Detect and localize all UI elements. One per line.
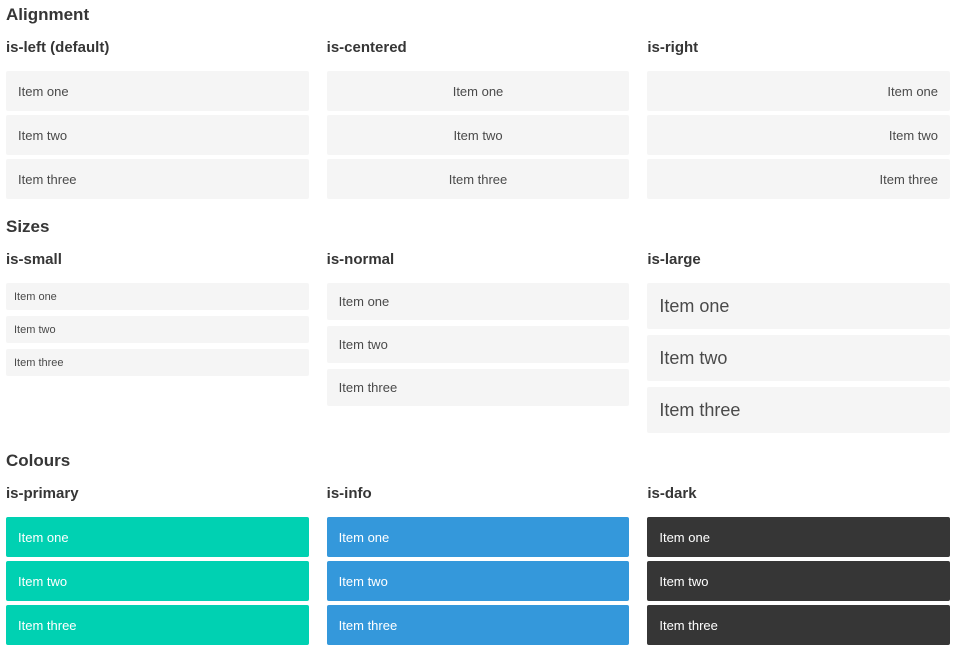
columns-row: is-small Item one Item two Item three is… [6, 251, 951, 433]
column-is-primary: is-primary Item one Item two Item three [6, 485, 309, 645]
section-title: Sizes [6, 217, 50, 236]
list-item[interactable]: Item three [647, 605, 951, 645]
column-label: is-dark [647, 485, 697, 502]
list-item[interactable]: Item three [6, 605, 309, 645]
list-item[interactable]: Item one [326, 283, 630, 320]
column-label: is-info [326, 485, 372, 502]
list-item[interactable]: Item two [6, 316, 309, 343]
column-is-info: is-info Item one Item two Item three [326, 485, 630, 645]
list-item[interactable]: Item one [326, 71, 630, 111]
columns-row: is-primary Item one Item two Item three … [6, 485, 951, 645]
item-list: Item one Item two Item three [6, 71, 309, 199]
item-list: Item one Item two Item three [647, 283, 951, 433]
section-colours: Colours is-primary Item one Item two Ite… [6, 451, 951, 645]
column-is-right: is-right Item one Item two Item three [647, 39, 951, 199]
list-item[interactable]: Item three [647, 159, 951, 199]
list-item[interactable]: Item two [647, 561, 951, 601]
list-item[interactable]: Item three [6, 159, 309, 199]
list-item[interactable]: Item two [326, 561, 630, 601]
list-item[interactable]: Item three [326, 605, 630, 645]
section-title: Alignment [6, 5, 90, 24]
list-item[interactable]: Item one [647, 283, 951, 329]
section-alignment: Alignment is-left (default) Item one Ite… [6, 5, 951, 199]
column-is-dark: is-dark Item one Item two Item three [647, 485, 951, 645]
column-label: is-right [647, 39, 699, 56]
list-item[interactable]: Item two [647, 335, 951, 381]
list-item[interactable]: Item one [6, 71, 309, 111]
item-list: Item one Item two Item three [326, 517, 630, 645]
item-list: Item one Item two Item three [326, 71, 630, 199]
column-label: is-normal [326, 251, 395, 268]
item-list: Item one Item two Item three [6, 517, 309, 645]
column-label: is-centered [326, 39, 407, 56]
column-label: is-large [647, 251, 701, 268]
list-item[interactable]: Item one [647, 517, 951, 557]
list-item[interactable]: Item three [326, 159, 630, 199]
item-list: Item one Item two Item three [6, 283, 309, 376]
section-sizes: Sizes is-small Item one Item two Item th… [6, 217, 951, 433]
list-item[interactable]: Item one [326, 517, 630, 557]
list-item[interactable]: Item two [326, 326, 630, 363]
item-list: Item one Item two Item three [647, 517, 951, 645]
column-label: is-primary [6, 485, 79, 502]
list-item[interactable]: Item one [6, 283, 309, 310]
column-is-centered: is-centered Item one Item two Item three [326, 39, 630, 199]
item-list: Item one Item two Item three [326, 283, 630, 406]
list-item[interactable]: Item three [647, 387, 951, 433]
column-is-normal: is-normal Item one Item two Item three [326, 251, 630, 433]
columns-row: is-left (default) Item one Item two Item… [6, 39, 951, 199]
list-item[interactable]: Item three [6, 349, 309, 376]
list-item[interactable]: Item two [326, 115, 630, 155]
list-item[interactable]: Item two [6, 115, 309, 155]
list-item[interactable]: Item one [647, 71, 951, 111]
column-is-small: is-small Item one Item two Item three [6, 251, 309, 433]
section-title: Colours [6, 451, 71, 470]
list-item[interactable]: Item two [647, 115, 951, 155]
column-is-large: is-large Item one Item two Item three [647, 251, 951, 433]
list-item[interactable]: Item two [6, 561, 309, 601]
item-list: Item one Item two Item three [647, 71, 951, 199]
list-item[interactable]: Item three [326, 369, 630, 406]
column-label: is-left (default) [6, 39, 110, 56]
column-is-left: is-left (default) Item one Item two Item… [6, 39, 309, 199]
list-item[interactable]: Item one [6, 517, 309, 557]
column-label: is-small [6, 251, 62, 268]
